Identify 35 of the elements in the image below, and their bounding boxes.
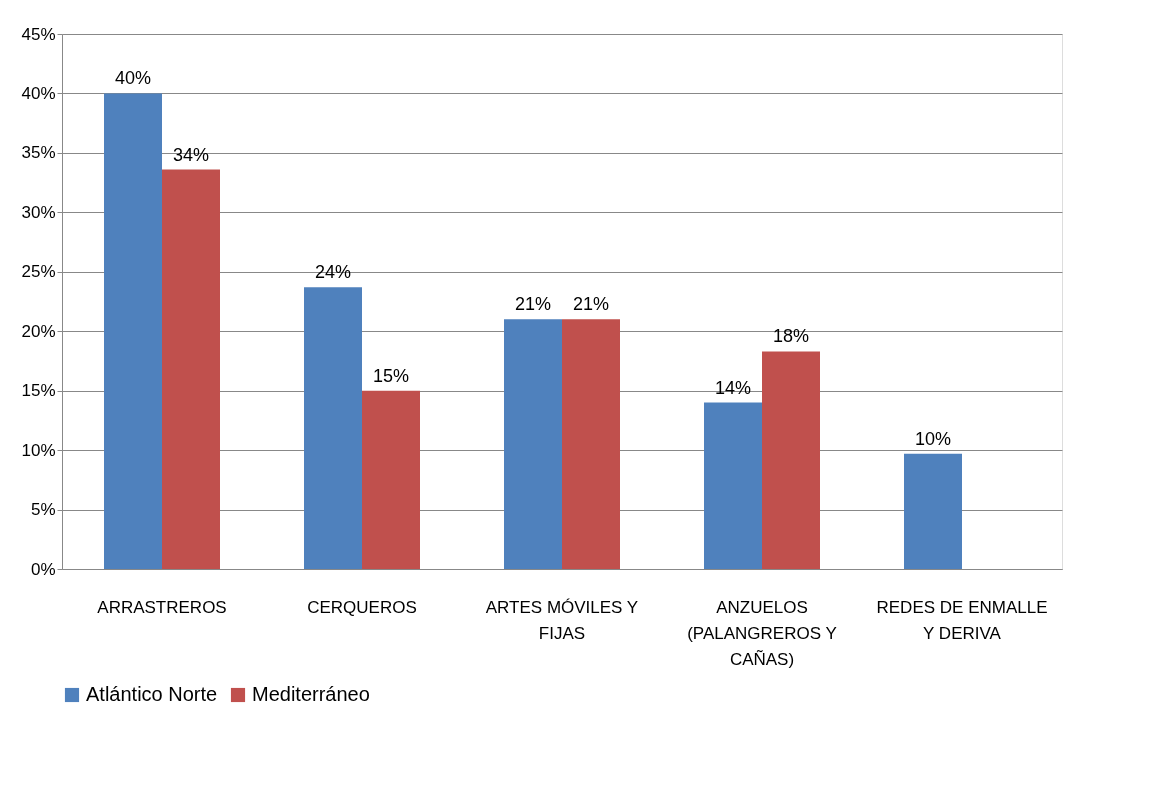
data-label: 34% — [172, 144, 210, 165]
x-tick-label: CERQUEROS — [307, 597, 417, 617]
data-label: 18% — [772, 326, 810, 347]
x-tick-label: ARTES MÓVILES Y FIJAS — [485, 597, 639, 643]
y-tick-label: 40% — [21, 83, 56, 103]
data-label: 40% — [114, 68, 152, 89]
y-tick-label: 30% — [21, 202, 56, 222]
data-label: 24% — [314, 262, 352, 283]
bar — [304, 287, 362, 569]
bar — [104, 93, 162, 569]
data-label: 21% — [572, 294, 610, 315]
y-tick-label: 15% — [21, 381, 56, 401]
bar — [904, 453, 962, 569]
x-tick-label: ANZUELOS (PALANGREROS Y CAÑAS) — [687, 597, 837, 669]
y-tick-label: 0% — [30, 559, 56, 579]
legend-label: Mediterráneo — [252, 683, 370, 705]
bar — [362, 390, 420, 569]
bar — [562, 319, 620, 569]
y-tick-label: 5% — [30, 500, 56, 520]
bar — [162, 169, 220, 569]
legend-label: Atlántico Norte — [86, 683, 218, 705]
y-tick-label: 35% — [21, 143, 56, 163]
y-tick-label: 10% — [21, 440, 56, 460]
y-tick-label: 20% — [21, 321, 56, 341]
bar — [762, 351, 820, 569]
data-label: 15% — [372, 365, 410, 386]
x-tick-label: REDES DE ENMALLE Y DERIVA — [876, 597, 1048, 643]
y-tick-label: 45% — [21, 24, 56, 44]
bar — [504, 319, 562, 569]
y-tick-label: 25% — [21, 262, 56, 282]
bar — [704, 402, 762, 569]
data-label: 10% — [914, 428, 952, 449]
data-label: 14% — [714, 377, 752, 398]
x-tick-label: ARRASTREROS — [97, 597, 227, 617]
data-label: 21% — [514, 294, 552, 315]
